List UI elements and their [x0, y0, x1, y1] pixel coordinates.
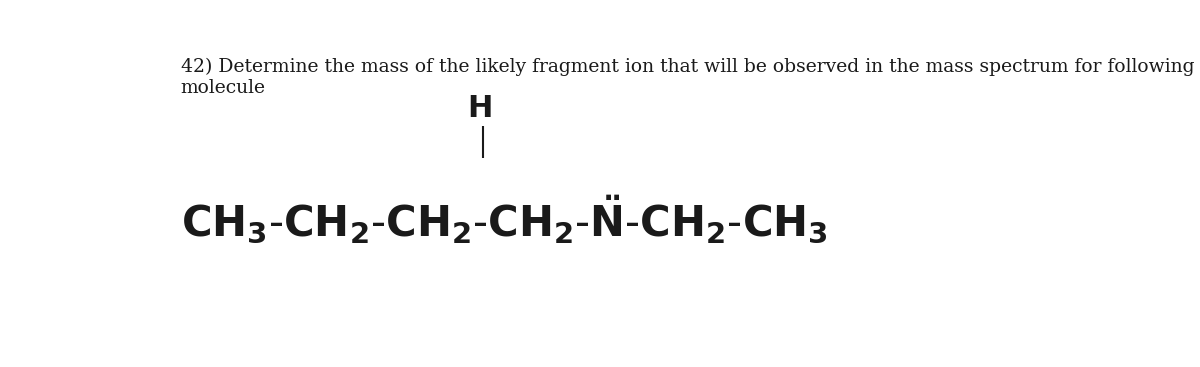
Text: $\mathbf{CH_3\text{-}CH_2\text{-}CH_2\text{-}CH_2\text{-}\ddot{N}\text{-}CH_2\te: $\mathbf{CH_3\text{-}CH_2\text{-}CH_2\te… — [181, 193, 828, 245]
Text: H: H — [468, 94, 493, 123]
Text: 42) Determine the mass of the likely fragment ion that will be observed in the m: 42) Determine the mass of the likely fra… — [181, 58, 1194, 97]
